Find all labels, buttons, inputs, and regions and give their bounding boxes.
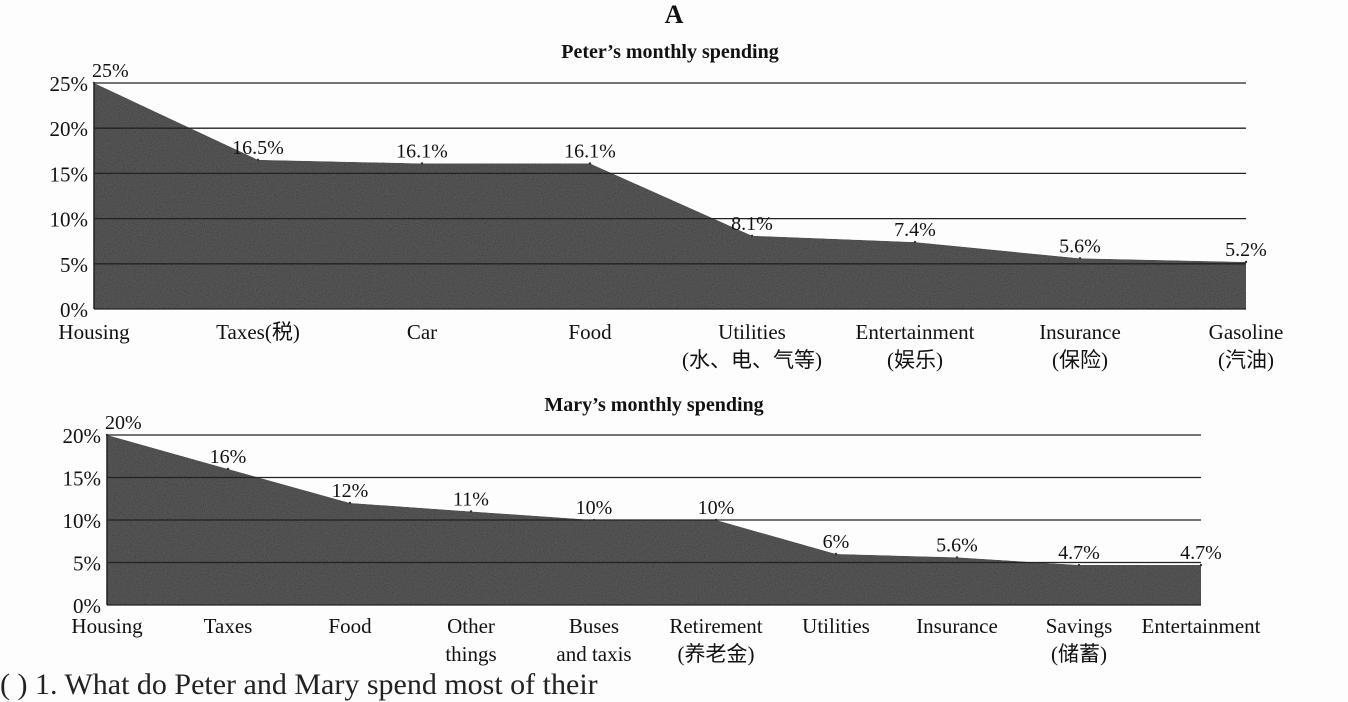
data-label: 5.6% bbox=[1059, 235, 1101, 257]
category-label-line: Insurance bbox=[916, 614, 998, 638]
category-label-line: Housing bbox=[58, 320, 130, 344]
y-tick-label: 25% bbox=[50, 72, 89, 96]
y-tick-label: 10% bbox=[63, 509, 102, 533]
data-label: 10% bbox=[698, 497, 735, 519]
chart-title: Mary’s monthly spending bbox=[544, 394, 763, 416]
y-tick-label: 20% bbox=[63, 424, 102, 448]
data-point bbox=[226, 467, 230, 471]
data-label: 5.6% bbox=[936, 534, 978, 556]
category-label-line: Food bbox=[568, 320, 612, 344]
category-label-line: things bbox=[445, 642, 496, 666]
category-label: Utilities bbox=[802, 614, 870, 638]
chart-title: Peter’s monthly spending bbox=[561, 41, 778, 63]
category-label: Entertainment bbox=[1142, 614, 1261, 638]
y-tick-label: 5% bbox=[73, 552, 101, 576]
data-label: 12% bbox=[332, 480, 369, 502]
data-label: 16% bbox=[210, 446, 247, 468]
data-label: 11% bbox=[453, 489, 489, 511]
question-text: ( ) 1. What do Peter and Mary spend most… bbox=[0, 668, 598, 701]
data-point bbox=[348, 501, 352, 505]
category-label-line: (储蓄) bbox=[1051, 642, 1107, 666]
data-point bbox=[469, 510, 473, 513]
section-letter: A bbox=[664, 0, 684, 29]
data-point bbox=[1244, 260, 1248, 264]
category-label: Housing bbox=[71, 614, 143, 638]
data-label: 4.7% bbox=[1058, 542, 1100, 564]
category-label-line: Gasoline bbox=[1209, 320, 1284, 344]
data-label: 16.5% bbox=[232, 137, 284, 159]
category-label-line: (水、电、气等) bbox=[682, 348, 822, 372]
category-label: Savings (储蓄) bbox=[1046, 614, 1113, 666]
category-label: Car bbox=[407, 320, 437, 344]
data-point bbox=[913, 240, 917, 244]
data-label: 20% bbox=[105, 412, 142, 434]
category-label-line: and taxis bbox=[556, 642, 631, 666]
y-tick-label: 15% bbox=[50, 162, 89, 186]
category-label: Food bbox=[328, 614, 372, 638]
category-label: Insurance (保险) bbox=[1039, 320, 1121, 372]
category-label-line: Utilities bbox=[802, 614, 870, 638]
category-label-line: Retirement bbox=[669, 614, 762, 638]
category-label: Gasoline (汽油) bbox=[1209, 320, 1284, 372]
data-label: 4.7% bbox=[1180, 542, 1222, 564]
category-label: Entertainment (娱乐) bbox=[856, 320, 975, 372]
data-point bbox=[105, 433, 109, 437]
y-tick-label: 10% bbox=[50, 208, 89, 232]
data-label: 10% bbox=[576, 497, 613, 519]
category-label: Food bbox=[568, 320, 612, 344]
y-tick-label: 0% bbox=[73, 594, 101, 618]
category-label-line: Buses bbox=[569, 614, 619, 638]
y-tick-label: 15% bbox=[63, 467, 102, 491]
category-label-line: Car bbox=[407, 320, 437, 344]
data-label: 16.1% bbox=[564, 140, 616, 162]
charts-canvas: Peter’s monthly spending 0% 5% 10% 15% 20% 25%… bbox=[50, 41, 1284, 666]
category-label-line: Savings bbox=[1046, 614, 1113, 638]
category-label-line: Utilities bbox=[718, 320, 786, 344]
category-label-line: (保险) bbox=[1052, 348, 1108, 372]
category-label: Taxes bbox=[204, 614, 253, 638]
peter-spending-chart: Peter’s monthly spending 0% 5% 10% 15% 20% 25%… bbox=[50, 41, 1284, 372]
category-label-line: Housing bbox=[71, 614, 143, 638]
category-label: Insurance bbox=[916, 614, 998, 638]
y-tick-label: 0% bbox=[60, 298, 88, 322]
category-label-line: (汽油) bbox=[1218, 348, 1274, 372]
data-label: 8.1% bbox=[731, 213, 773, 235]
category-label-line: Insurance bbox=[1039, 320, 1121, 344]
data-label: 25% bbox=[92, 60, 129, 82]
y-tick-label: 5% bbox=[60, 253, 88, 277]
category-label: Utilities (水、电、气等) bbox=[682, 320, 822, 372]
category-label-line: Taxes bbox=[204, 614, 253, 638]
category-label: Buses and taxis bbox=[556, 614, 631, 666]
data-point bbox=[256, 158, 260, 162]
data-point bbox=[588, 162, 592, 165]
data-point bbox=[592, 518, 596, 522]
y-tick-label: 20% bbox=[50, 117, 89, 141]
category-label: Housing bbox=[58, 320, 130, 344]
category-label-line: Entertainment bbox=[1142, 614, 1261, 638]
category-label-line: Other bbox=[447, 614, 495, 638]
data-point bbox=[1078, 257, 1082, 260]
category-label-line: Food bbox=[328, 614, 372, 638]
data-point bbox=[834, 552, 838, 556]
area-series bbox=[94, 83, 1246, 309]
data-point bbox=[955, 556, 959, 559]
data-label: 6% bbox=[823, 531, 850, 553]
category-label: Taxes(税) bbox=[216, 320, 300, 344]
data-point bbox=[1199, 563, 1203, 567]
category-label-line: (娱乐) bbox=[887, 348, 943, 372]
data-label: 16.1% bbox=[396, 140, 448, 162]
category-label-line: Entertainment bbox=[856, 320, 975, 344]
category-label-line: (养老金) bbox=[678, 642, 755, 666]
data-point bbox=[420, 162, 424, 165]
data-point bbox=[1077, 563, 1081, 567]
data-point bbox=[92, 81, 96, 85]
data-point bbox=[750, 234, 754, 237]
category-label: Retirement (养老金) bbox=[669, 614, 762, 666]
data-label: 5.2% bbox=[1225, 239, 1267, 261]
category-label: Other things bbox=[445, 614, 496, 666]
data-label: 7.4% bbox=[894, 219, 936, 241]
mary-spending-chart: Mary’s monthly spending 0% 5% 10% 15% 20%20% 1… bbox=[63, 394, 1261, 666]
category-label-line: Taxes(税) bbox=[216, 320, 300, 344]
data-point bbox=[714, 518, 718, 522]
